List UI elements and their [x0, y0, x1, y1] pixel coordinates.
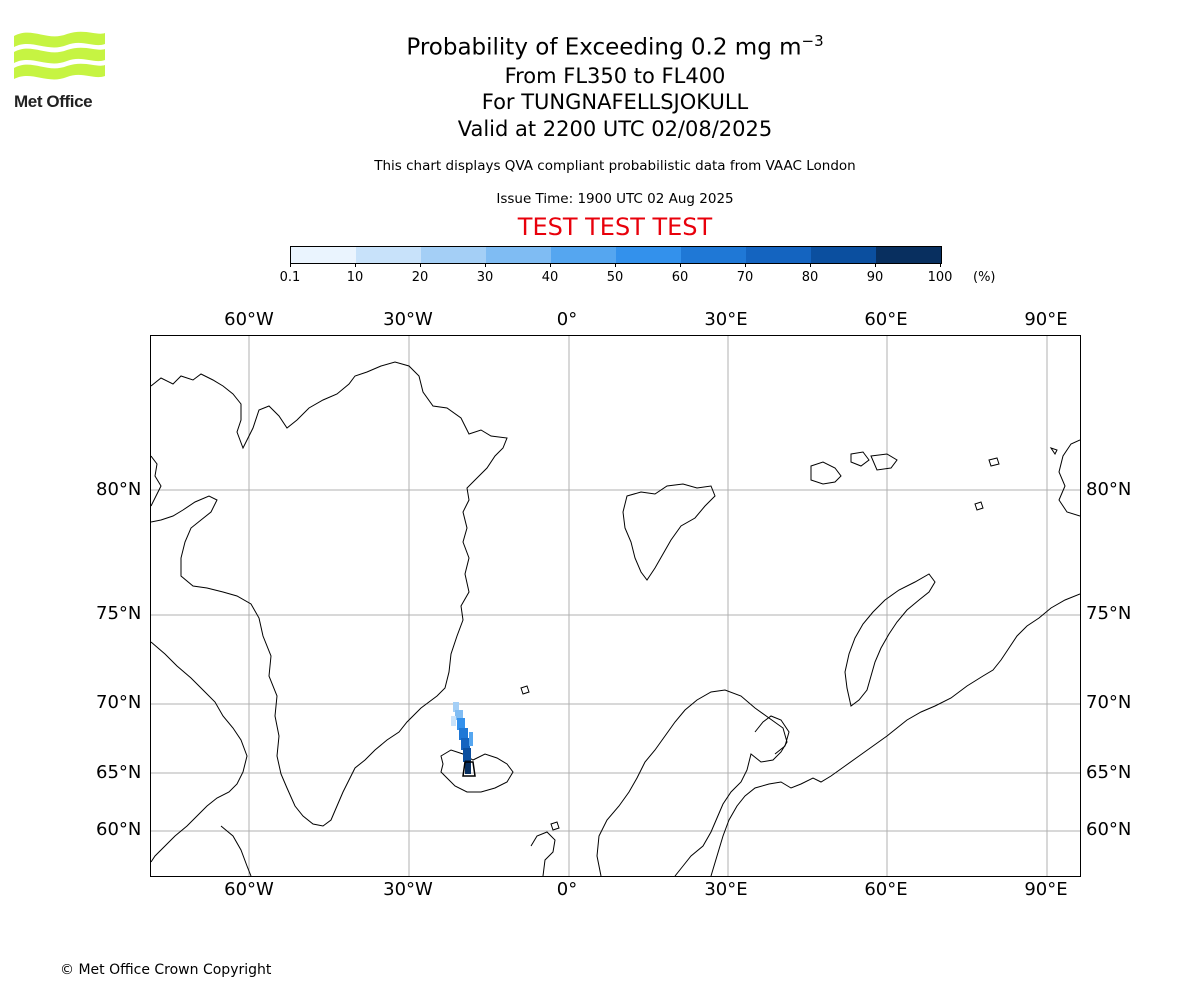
- colorbar-unit: (%): [973, 270, 996, 285]
- map-frame[interactable]: [150, 335, 1081, 877]
- met-office-logo-text: Met Office: [14, 92, 93, 111]
- lat-label-right: 80°N: [1086, 479, 1132, 500]
- title-line-3: For TUNGNAFELLSJOKULL: [481, 90, 749, 115]
- colorbar-tick-label: 50: [606, 270, 624, 285]
- colorbar-segment: [681, 247, 746, 263]
- canada-arctic-coast: [151, 455, 162, 507]
- lat-label-left: 80°N: [96, 479, 142, 500]
- colorbar-tick-label: 20: [411, 270, 429, 285]
- colorbar-tick-label: 0.1: [279, 270, 301, 285]
- iceland-coast: [440, 749, 514, 793]
- ash-plume: [451, 702, 476, 777]
- met-office-logo-waves: [14, 31, 105, 80]
- lon-label-top: 0°: [556, 309, 578, 330]
- plume-cell: [453, 702, 459, 712]
- white-sea-coast: [754, 715, 790, 755]
- scotland-coast: [530, 831, 556, 876]
- colorbar-tick-mark: [810, 263, 811, 267]
- chart-title: Probability of Exceeding 0.2 mg m−3 From…: [0, 26, 1200, 142]
- colorbar-tick-mark: [485, 263, 486, 267]
- lon-label-top: 90°E: [1024, 309, 1068, 330]
- plume-cell: [465, 760, 471, 774]
- colorbar-tick-label: 90: [866, 270, 884, 285]
- franz-josef-land: [810, 451, 898, 485]
- title-line-1-text: Probability of Exceeding 0.2 mg m: [406, 34, 802, 61]
- coastlines: [151, 361, 1080, 876]
- volcano-source-area: [462, 761, 476, 777]
- lon-label-bottom: 30°W: [383, 879, 433, 900]
- lon-label-bottom: 0°: [556, 879, 578, 900]
- colorbar-tick-mark: [290, 263, 291, 267]
- colorbar-segment: [356, 247, 421, 263]
- faroe-shetland: [520, 685, 560, 831]
- map-svg: [151, 336, 1080, 876]
- plume-cell: [457, 718, 465, 730]
- colorbar-segment: [876, 247, 941, 263]
- colorbar-segment: [811, 247, 876, 263]
- colorbar-segment: [746, 247, 811, 263]
- lon-label-top: 30°W: [383, 309, 433, 330]
- colorbar-tick-label: 30: [476, 270, 494, 285]
- lon-label-bottom: 60°W: [224, 879, 274, 900]
- lat-label-left: 65°N: [96, 762, 142, 783]
- title-line-4: Valid at 2200 UTC 02/08/2025: [457, 116, 773, 141]
- plume-cell: [469, 732, 473, 746]
- lon-label-top: 60°E: [864, 309, 908, 330]
- test-banner: TEST TEST TEST: [517, 213, 713, 241]
- colorbar-tick-mark: [940, 263, 941, 267]
- scandinavia-coast: [596, 689, 788, 876]
- chart-subtitle: This chart displays QVA compliant probab…: [374, 158, 856, 174]
- plume-cell: [455, 710, 463, 720]
- title-line-1-superscript: −3: [801, 32, 824, 50]
- colorbar-segment: [421, 247, 486, 263]
- lat-label-right: 70°N: [1086, 692, 1132, 713]
- copyright-notice: © Met Office Crown Copyright: [60, 962, 272, 978]
- baffin-coast: [151, 641, 248, 863]
- colorbar-tick-mark: [550, 263, 551, 267]
- title-line-2: From FL350 to FL400: [504, 63, 726, 88]
- colorbar-segment: [616, 247, 681, 263]
- lon-label-top: 60°W: [224, 309, 274, 330]
- graticule: [151, 336, 1080, 876]
- colorbar-tick-mark: [420, 263, 421, 267]
- colorbar-tick-label: 70: [736, 270, 754, 285]
- colorbar-segment: [486, 247, 551, 263]
- lon-label-top: 30°E: [704, 309, 748, 330]
- plume-cell: [459, 728, 468, 740]
- novaya-zemlya-coast: [844, 573, 936, 707]
- colorbar-tick-mark: [745, 263, 746, 267]
- colorbar-segment: [551, 247, 616, 263]
- lat-label-left: 75°N: [96, 603, 142, 624]
- colorbar-tick-label: 80: [801, 270, 819, 285]
- colorbar-tick-mark: [615, 263, 616, 267]
- colorbar-tick-label: 10: [346, 270, 364, 285]
- plume-cell: [463, 748, 471, 762]
- greenland-coast: [151, 361, 508, 827]
- colorbar-tick-label: 40: [541, 270, 559, 285]
- colorbar-tick-mark: [875, 263, 876, 267]
- lon-label-bottom: 60°E: [864, 879, 908, 900]
- plume-cell: [451, 716, 456, 726]
- title-line-1: Probability of Exceeding 0.2 mg m−3: [0, 26, 1200, 63]
- colorbar-tick-label: 100: [927, 270, 953, 285]
- lat-label-right: 65°N: [1086, 762, 1132, 783]
- colorbar-tick-mark: [680, 263, 681, 267]
- probability-colorbar: [290, 246, 942, 264]
- finland-coast: [710, 593, 1080, 876]
- colorbar-tick-label: 60: [671, 270, 689, 285]
- issue-time: Issue Time: 1900 UTC 02 Aug 2025: [496, 191, 734, 207]
- lat-label-right: 75°N: [1086, 603, 1132, 624]
- lat-label-right: 60°N: [1086, 819, 1132, 840]
- small-islands: [974, 447, 1058, 511]
- siberia-coast: [1058, 439, 1080, 517]
- lat-label-left: 60°N: [96, 819, 142, 840]
- lon-label-bottom: 90°E: [1024, 879, 1068, 900]
- lon-label-bottom: 30°E: [704, 879, 748, 900]
- colorbar-tick-mark: [355, 263, 356, 267]
- svalbard-coast: [622, 483, 716, 581]
- plume-cell: [461, 738, 470, 750]
- canada-lower-coast: [220, 825, 252, 876]
- lat-label-left: 70°N: [96, 692, 142, 713]
- colorbar-segment: [291, 247, 356, 263]
